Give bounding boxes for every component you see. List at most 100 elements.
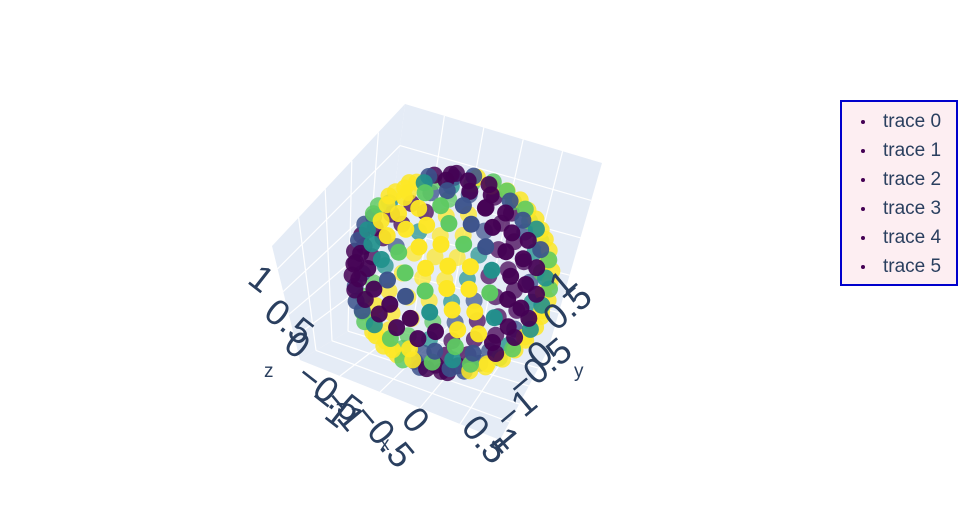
legend-label: trace 4: [883, 227, 942, 248]
marker-trace-4: [410, 238, 428, 256]
marker-trace-4: [462, 215, 480, 233]
legend-marker-icon: [861, 149, 865, 153]
marker-trace-3: [372, 212, 390, 230]
legend-item-trace-4[interactable]: trace 4: [842, 223, 958, 252]
marker-trace-3: [365, 280, 383, 298]
marker-trace-4: [466, 303, 484, 321]
marker-trace-3: [409, 330, 427, 348]
legend-item-trace-0[interactable]: trace 0: [842, 107, 958, 136]
marker-trace-4: [454, 197, 472, 215]
axis-titles: z y x: [264, 361, 584, 455]
marker-trace-4: [455, 235, 473, 253]
legend-item-trace-5[interactable]: trace 5: [842, 252, 958, 281]
legend-label: trace 1: [883, 140, 942, 161]
marker-trace-4: [397, 220, 415, 238]
marker-trace-4: [482, 186, 500, 204]
marker-trace-5: [503, 224, 521, 242]
marker-trace-5: [514, 211, 532, 229]
marker-trace-5: [528, 259, 546, 277]
axis-title-z: z: [264, 361, 274, 382]
marker-trace-4: [476, 199, 494, 217]
marker-trace-4: [446, 338, 464, 356]
marker-trace-4: [432, 235, 450, 253]
marker-trace-4: [443, 301, 461, 319]
marker-trace-3: [372, 251, 390, 268]
legend-marker-icon: [861, 265, 865, 269]
marker-trace-4: [449, 321, 467, 339]
marker-trace-0: [444, 351, 462, 369]
marker-trace-3: [390, 243, 408, 261]
marker-trace-5: [484, 334, 501, 351]
legend-marker-icon: [861, 236, 865, 240]
legend-label: trace 5: [883, 256, 942, 277]
marker-trace-4: [432, 197, 450, 215]
sphere-markers: [343, 164, 561, 382]
legend-marker-icon: [861, 178, 865, 182]
legend-label: trace 2: [883, 169, 942, 190]
marker-trace-4: [477, 238, 495, 256]
gridline: [399, 145, 592, 201]
marker-trace-4: [416, 282, 434, 300]
marker-trace-3: [426, 342, 444, 360]
gridline: [324, 189, 333, 341]
marker-trace-3: [379, 271, 396, 289]
marker-trace-4: [460, 280, 478, 298]
marker-trace-3: [396, 264, 414, 282]
marker-trace-5: [512, 299, 530, 317]
marker-trace-4: [421, 303, 439, 321]
marker-trace-5: [497, 204, 515, 222]
marker-trace-3: [378, 227, 396, 245]
marker-trace-3: [378, 196, 396, 214]
marker-trace-4: [427, 323, 444, 341]
gridline: [298, 217, 317, 351]
marker-trace-5: [485, 309, 503, 327]
marker-trace-5: [502, 267, 520, 285]
marker-trace-4: [410, 199, 428, 217]
marker-trace-5: [532, 241, 550, 259]
marker-trace-4: [416, 184, 434, 202]
marker-trace-4: [461, 182, 479, 200]
marker-trace-4: [417, 259, 435, 277]
marker-trace-5: [464, 344, 482, 362]
marker-trace-5: [517, 276, 535, 293]
marker-trace-4: [484, 218, 502, 236]
legend-label: trace 3: [883, 198, 942, 219]
marker-trace-4: [438, 280, 456, 297]
marker-trace-3: [401, 309, 419, 327]
marker-trace-3: [397, 287, 414, 305]
legend-marker-icon: [861, 207, 865, 211]
marker-trace-4: [483, 261, 501, 279]
legend: trace 0 trace 1 trace 2 trace 3 trace 4 …: [840, 100, 958, 286]
marker-trace-3: [396, 189, 413, 206]
gridline: [315, 349, 510, 423]
legend-item-trace-3[interactable]: trace 3: [842, 194, 958, 223]
marker-trace-3: [359, 221, 376, 239]
marker-trace-5: [499, 318, 517, 336]
axis-title-x: x: [380, 434, 390, 455]
marker-trace-4: [418, 216, 436, 234]
marker-trace-5: [470, 325, 488, 343]
marker-trace-5: [519, 231, 537, 249]
marker-trace-4: [481, 284, 499, 302]
axis-title-y: y: [574, 361, 584, 382]
legend-item-trace-1[interactable]: trace 1: [842, 136, 958, 165]
marker-trace-3: [352, 244, 370, 262]
gridline: [480, 139, 524, 335]
marker-trace-3: [363, 235, 381, 253]
legend-label: trace 0: [883, 111, 942, 132]
marker-trace-3: [359, 260, 377, 277]
marker-trace-4: [461, 258, 479, 276]
legend-item-trace-2[interactable]: trace 2: [842, 165, 958, 194]
gridline: [277, 145, 401, 270]
marker-trace-5: [499, 290, 517, 308]
tick-label-z-0: 1: [241, 256, 282, 301]
marker-trace-5: [497, 243, 515, 261]
marker-trace-4: [438, 182, 456, 200]
marker-trace-5: [514, 250, 532, 268]
marker-trace-4: [440, 215, 458, 232]
marker-trace-3: [388, 319, 406, 337]
marker-trace-3: [381, 295, 399, 313]
legend-marker-icon: [861, 120, 865, 124]
marker-trace-4: [439, 257, 457, 275]
